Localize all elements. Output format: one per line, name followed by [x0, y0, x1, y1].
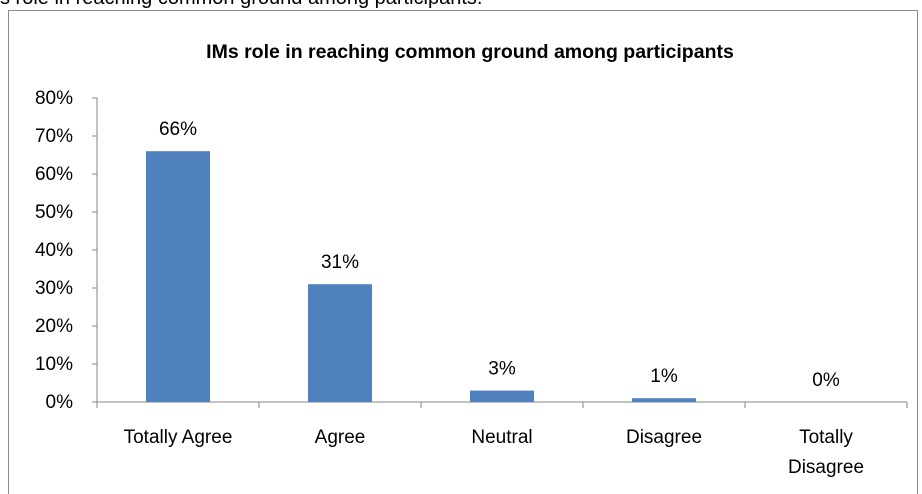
- x-axis: Totally Agree Agree Neutral Disagree Totally…: [96, 401, 908, 478]
- data-labels: 66% 31% 3% 1% 0%: [159, 119, 840, 391]
- data-label: 0%: [812, 370, 840, 391]
- y-tick-label: 50%: [35, 202, 73, 223]
- data-label: 66%: [159, 119, 197, 140]
- y-tick-label: 70%: [35, 126, 73, 147]
- data-label: 3%: [488, 359, 516, 380]
- x-category-label: Disagree: [626, 427, 702, 448]
- figure-caption-fragment: s role in reaching common ground among p…: [0, 0, 482, 10]
- bar-totally-agree: [146, 151, 210, 402]
- y-tick-label: 0%: [46, 392, 74, 413]
- chart-title: IMs role in reaching common ground among…: [206, 41, 734, 63]
- x-category-label: Totally Agree: [124, 427, 233, 448]
- bars: [146, 151, 696, 402]
- y-tick-label: 60%: [35, 164, 73, 185]
- y-axis: 0% 10% 20% 30% 40% 50% 60% 70% 80%: [35, 88, 98, 413]
- y-tick-label: 40%: [35, 240, 73, 261]
- bar-disagree: [632, 398, 696, 402]
- x-category-label: Disagree: [788, 457, 864, 478]
- y-tick-label: 20%: [35, 316, 73, 337]
- data-label: 31%: [321, 252, 359, 273]
- x-category-label: Agree: [315, 427, 366, 448]
- y-tick-label: 10%: [35, 354, 73, 375]
- y-tick-label: 80%: [35, 88, 73, 109]
- x-category-label: Totally: [799, 427, 853, 448]
- data-label: 1%: [650, 366, 678, 387]
- bar-agree: [308, 284, 372, 402]
- bar-neutral: [470, 390, 534, 402]
- y-tick-label: 30%: [35, 278, 73, 299]
- x-category-label: Neutral: [471, 427, 532, 448]
